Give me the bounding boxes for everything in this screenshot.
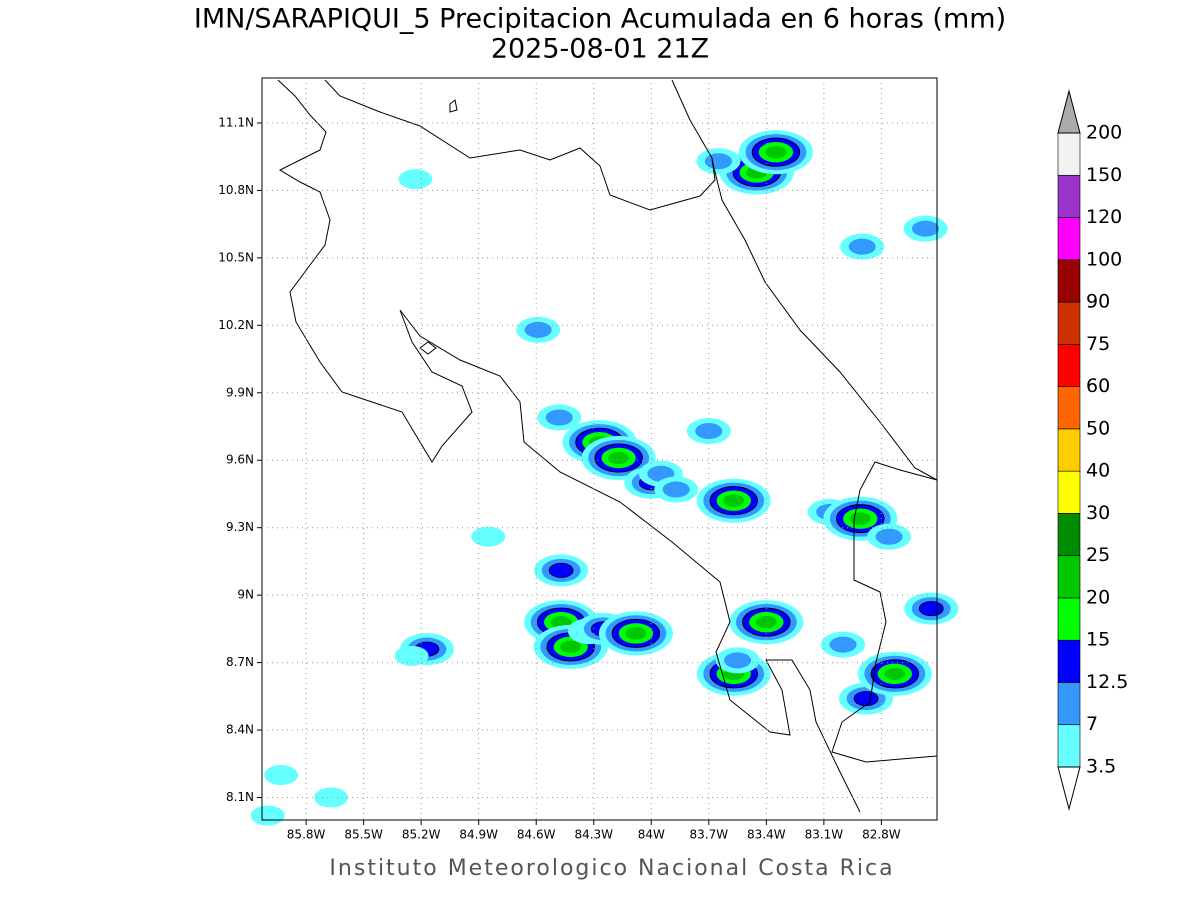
lake-shore <box>324 79 716 211</box>
x-tick-label: 85.8W <box>287 828 326 842</box>
precip-cell <box>724 652 752 669</box>
x-tick-label: 85.2W <box>402 828 441 842</box>
y-tick-label: 9N <box>237 588 254 602</box>
y-tick-label: 9.9N <box>226 385 254 399</box>
colorbar-over <box>1057 89 1081 134</box>
precip-cell <box>524 321 552 338</box>
precip-cell <box>662 481 690 498</box>
precip-cell <box>394 645 429 666</box>
colorbar-label: 100 <box>1086 248 1122 270</box>
x-tick-label: 84.9W <box>459 828 498 842</box>
colorbar-label: 120 <box>1086 206 1122 228</box>
precip-layer <box>250 130 959 826</box>
precip-cell <box>250 805 285 826</box>
x-tick-label: 83.7W <box>690 828 729 842</box>
island <box>419 99 458 355</box>
coastlines <box>277 79 938 813</box>
precip-cell <box>545 409 573 426</box>
y-tick-label: 10.2N <box>218 318 254 332</box>
colorbar-bin <box>1057 174 1081 218</box>
precip-cell <box>625 627 647 640</box>
x-tick-label: 84.3W <box>574 828 613 842</box>
precip-cell <box>849 512 871 525</box>
colorbar-bin <box>1057 428 1081 472</box>
precip-cell <box>853 691 879 707</box>
precip-cell <box>704 153 732 170</box>
colorbar-under <box>1057 766 1081 811</box>
x-tick-label: 84W <box>638 828 665 842</box>
precip-cell <box>471 526 506 547</box>
x-tick-label: 84.6W <box>517 828 556 842</box>
x-tick-label: 83.1W <box>805 828 844 842</box>
precip-cell <box>723 494 745 508</box>
y-tick-label: 9.6N <box>226 453 254 467</box>
precip-cell <box>560 640 582 654</box>
panama-border <box>831 461 938 763</box>
precip-cell <box>918 601 944 617</box>
y-tick-label: 8.1N <box>226 790 254 804</box>
precip-cell <box>911 220 940 237</box>
colorbar-bin <box>1057 724 1081 768</box>
caribbean-coast <box>711 159 938 481</box>
colorbar-label: 50 <box>1086 417 1110 439</box>
precip-cell <box>829 636 857 653</box>
colorbar-bin <box>1057 344 1081 387</box>
colorbar-label: 40 <box>1086 460 1110 482</box>
colorbar-bin <box>1057 386 1081 430</box>
colorbar-label: 15 <box>1086 629 1110 651</box>
precip-cell <box>398 169 433 190</box>
pacific-coast <box>277 79 861 813</box>
subtitle: 2025-08-01 21Z <box>491 34 709 65</box>
precip-cell <box>884 667 906 681</box>
colorbar-label: 3.5 <box>1086 756 1116 778</box>
colorbar-label: 200 <box>1086 122 1122 144</box>
precip-cell <box>875 528 903 545</box>
colorbar-bin <box>1057 132 1081 176</box>
colorbar-label: 12.5 <box>1086 671 1128 693</box>
y-tick-label: 8.7N <box>226 655 254 669</box>
colorbar-bin <box>1057 217 1081 261</box>
colorbar-label: 25 <box>1086 544 1110 566</box>
y-tick-label: 10.5N <box>218 250 254 264</box>
x-tick-label: 83.4W <box>747 828 786 842</box>
colorbar-label: 75 <box>1086 333 1110 355</box>
x-tick-label: 85.5W <box>344 828 383 842</box>
precip-cell <box>548 562 574 578</box>
colorbar-label: 30 <box>1086 502 1110 524</box>
colorbar-bin <box>1057 555 1081 599</box>
colorbar-bin <box>1057 682 1081 726</box>
x-tick-label: 82.8W <box>862 828 901 842</box>
precip-cell <box>264 765 299 786</box>
title: IMN/SARAPIQUI_5 Precipitacion Acumulada … <box>194 4 1006 35</box>
y-tick-label: 8.4N <box>226 723 254 737</box>
precip-cell <box>765 145 787 159</box>
credit: Instituto Meteorologico Nacional Costa R… <box>329 856 894 881</box>
precip-cell <box>314 787 349 808</box>
colorbar-label: 90 <box>1086 291 1110 313</box>
precip-cell <box>695 423 723 440</box>
precip-cell <box>755 615 777 629</box>
map-frame <box>261 77 938 821</box>
precip-cell <box>608 451 630 465</box>
colorbar-bin <box>1057 597 1081 641</box>
precip-cell <box>848 238 876 255</box>
y-tick-label: 11.1N <box>218 115 254 129</box>
colorbar-label: 7 <box>1086 713 1098 735</box>
colorbar-label: 20 <box>1086 586 1110 608</box>
colorbar-bin <box>1057 639 1081 683</box>
y-tick-label: 9.3N <box>226 520 254 534</box>
colorbar-bin <box>1057 513 1081 556</box>
colorbar-label: 60 <box>1086 375 1110 397</box>
colorbar-bin <box>1057 470 1081 514</box>
colorbar-bin <box>1057 301 1081 345</box>
colorbar-label: 150 <box>1086 164 1122 186</box>
colorbar-bin <box>1057 259 1081 303</box>
y-tick-label: 10.8N <box>218 183 254 197</box>
